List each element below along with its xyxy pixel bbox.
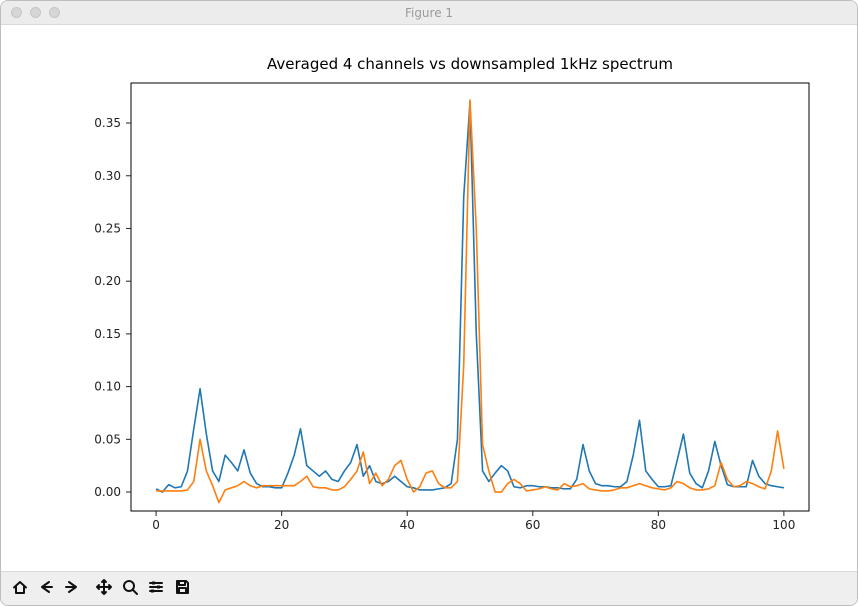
- close-window-button[interactable]: [11, 7, 22, 18]
- save-button[interactable]: [169, 576, 195, 602]
- xtick-label: 0: [152, 518, 160, 532]
- xtick-label: 40: [400, 518, 415, 532]
- xtick-label: 60: [525, 518, 540, 532]
- ytick-label: 0.30: [94, 169, 121, 183]
- plot-area[interactable]: 0 20 40 60 80 100 0.00 0.05 0.10 0.15 0.20 0.25 0.30…: [1, 25, 857, 571]
- xtick-label: 20: [274, 518, 289, 532]
- ytick-label: 0.00: [94, 485, 121, 499]
- arrow-left-icon: [37, 578, 55, 600]
- traffic-lights: [11, 7, 60, 18]
- figure-window: Figure 1 0 20 40 60 80 100 0.00 0.05 0.10 0.15 0.2…: [0, 0, 858, 606]
- zoom-window-button[interactable]: [49, 7, 60, 18]
- move-icon: [95, 578, 113, 600]
- search-icon: [121, 578, 139, 600]
- home-icon: [11, 578, 29, 600]
- forward-button[interactable]: [59, 576, 85, 602]
- ytick-label: 0.20: [94, 274, 121, 288]
- save-icon: [173, 578, 191, 600]
- ytick-label: 0.35: [94, 116, 121, 130]
- ytick-label: 0.15: [94, 327, 121, 341]
- chart-svg: 0 20 40 60 80 100 0.00 0.05 0.10 0.15 0.20 0.25 0.30…: [1, 25, 857, 571]
- arrow-right-icon: [63, 578, 81, 600]
- pan-button[interactable]: [91, 576, 117, 602]
- zoom-button[interactable]: [117, 576, 143, 602]
- sliders-icon: [147, 578, 165, 600]
- xtick-label: 100: [772, 518, 795, 532]
- window-title: Figure 1: [1, 6, 857, 20]
- ytick-label: 0.10: [94, 380, 121, 394]
- home-button[interactable]: [7, 576, 33, 602]
- titlebar: Figure 1: [1, 1, 857, 25]
- matplotlib-toolbar: [1, 571, 857, 605]
- chart-title: Averaged 4 channels vs downsampled 1kHz …: [267, 55, 673, 73]
- ytick-label: 0.05: [94, 432, 121, 446]
- axes-frame: [131, 83, 809, 511]
- xtick-label: 80: [651, 518, 666, 532]
- minimize-window-button[interactable]: [30, 7, 41, 18]
- ytick-label: 0.25: [94, 221, 121, 235]
- subplot-config-button[interactable]: [143, 576, 169, 602]
- back-button[interactable]: [33, 576, 59, 602]
